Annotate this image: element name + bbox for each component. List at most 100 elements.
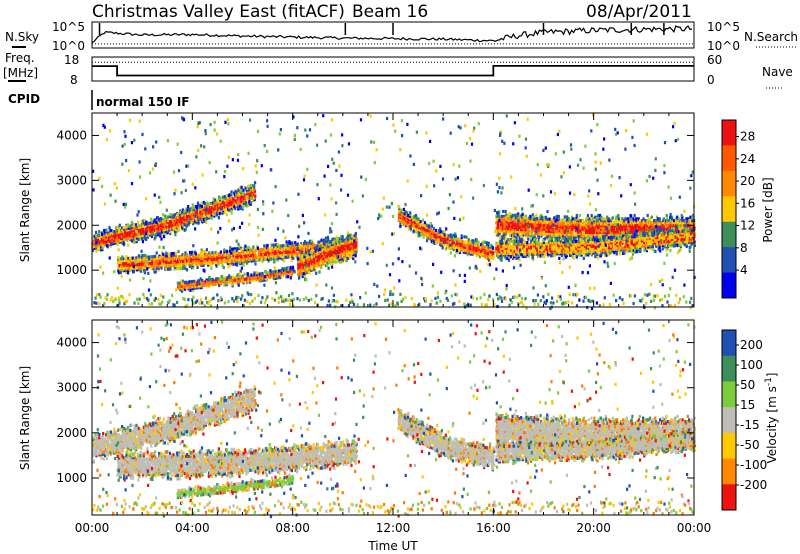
range-cell bbox=[526, 218, 529, 222]
range-cell bbox=[593, 220, 596, 224]
range-cell bbox=[465, 235, 468, 239]
range-cell bbox=[197, 203, 200, 207]
range-cell bbox=[349, 240, 352, 244]
range-cell bbox=[170, 252, 173, 256]
range-cell bbox=[637, 224, 640, 228]
range-cell bbox=[187, 261, 190, 265]
range-cell bbox=[618, 222, 621, 226]
range-cell bbox=[496, 231, 499, 235]
range-cell bbox=[204, 210, 208, 214]
range-cell bbox=[305, 243, 308, 247]
range-cell bbox=[230, 254, 234, 258]
range-cell bbox=[689, 215, 692, 219]
range-cell bbox=[253, 186, 256, 190]
range-cell bbox=[569, 227, 572, 231]
range-cell bbox=[170, 253, 173, 258]
range-cell bbox=[142, 231, 145, 235]
range-cell bbox=[639, 220, 642, 224]
range-cell bbox=[147, 233, 150, 237]
range-cell bbox=[352, 241, 356, 245]
range-cell bbox=[554, 235, 557, 239]
range-cell bbox=[590, 219, 593, 223]
range-cell bbox=[156, 216, 159, 220]
range-cell bbox=[639, 219, 642, 223]
range-cell bbox=[420, 224, 423, 228]
range-cell bbox=[638, 232, 641, 236]
range-cell bbox=[251, 252, 254, 256]
range-cell bbox=[656, 227, 659, 231]
range-cell bbox=[466, 253, 469, 257]
range-cell bbox=[159, 259, 162, 263]
freq-label: Freq. bbox=[5, 51, 35, 65]
range-cell bbox=[178, 286, 181, 290]
range-cell bbox=[213, 254, 216, 258]
range-cell bbox=[134, 236, 137, 240]
range-cell bbox=[339, 260, 342, 264]
range-cell bbox=[309, 244, 312, 248]
range-cell bbox=[606, 222, 609, 226]
range-cell bbox=[191, 210, 194, 214]
range-cell bbox=[310, 268, 313, 272]
range-cell bbox=[341, 237, 344, 242]
range-cell bbox=[132, 228, 135, 232]
range-cell bbox=[287, 275, 290, 279]
range-cell bbox=[443, 238, 446, 242]
range-cell bbox=[634, 224, 637, 228]
range-cell bbox=[216, 213, 219, 217]
range-cell bbox=[220, 257, 224, 261]
range-cell bbox=[513, 239, 516, 243]
range-cell bbox=[326, 261, 329, 265]
range-cell bbox=[348, 235, 351, 239]
range-cell bbox=[352, 251, 355, 255]
range-cell bbox=[591, 232, 594, 236]
range-cell bbox=[150, 226, 153, 230]
range-cell bbox=[232, 202, 235, 206]
range-cell bbox=[595, 215, 598, 219]
range-cell bbox=[596, 230, 599, 235]
range-cell bbox=[644, 219, 647, 223]
range-cell bbox=[163, 223, 166, 227]
range-cell bbox=[132, 230, 135, 234]
range-cell bbox=[402, 216, 405, 220]
range-cell bbox=[232, 247, 235, 251]
range-cell bbox=[104, 233, 108, 237]
range-cell bbox=[237, 253, 240, 257]
range-cell bbox=[220, 275, 223, 279]
range-cell bbox=[217, 252, 221, 256]
range-cell bbox=[189, 256, 192, 260]
range-cell bbox=[254, 274, 258, 278]
range-cell bbox=[487, 241, 490, 245]
range-cell bbox=[456, 240, 459, 244]
range-cell bbox=[157, 259, 160, 264]
noise-tick-bottom-right: 10^0 bbox=[707, 39, 740, 53]
range-cell bbox=[181, 282, 184, 287]
range-cell bbox=[210, 206, 213, 210]
range-cell bbox=[182, 254, 185, 258]
range-cell bbox=[570, 227, 574, 231]
range-cell bbox=[567, 225, 570, 229]
range-cell bbox=[439, 234, 442, 238]
range-cell bbox=[484, 247, 487, 251]
range-cell bbox=[212, 281, 215, 285]
range-cell bbox=[521, 224, 524, 228]
range-cell bbox=[256, 257, 259, 261]
range-cell bbox=[107, 236, 110, 240]
range-cell bbox=[313, 267, 316, 271]
range-cell bbox=[138, 230, 141, 235]
range-cell bbox=[664, 222, 667, 226]
range-cell bbox=[137, 227, 140, 231]
range-cell bbox=[562, 232, 565, 236]
range-cell bbox=[346, 251, 349, 255]
range-cell bbox=[226, 195, 229, 199]
range-cell bbox=[225, 249, 228, 253]
range-cell bbox=[575, 232, 578, 236]
range-cell bbox=[158, 224, 161, 228]
range-cell bbox=[149, 262, 152, 266]
range-cell bbox=[234, 206, 237, 211]
range-cell bbox=[185, 284, 188, 288]
range-cell bbox=[120, 262, 123, 266]
range-cell bbox=[117, 257, 120, 261]
range-cell bbox=[435, 234, 438, 238]
range-cell bbox=[270, 270, 273, 274]
range-cell bbox=[179, 224, 182, 228]
